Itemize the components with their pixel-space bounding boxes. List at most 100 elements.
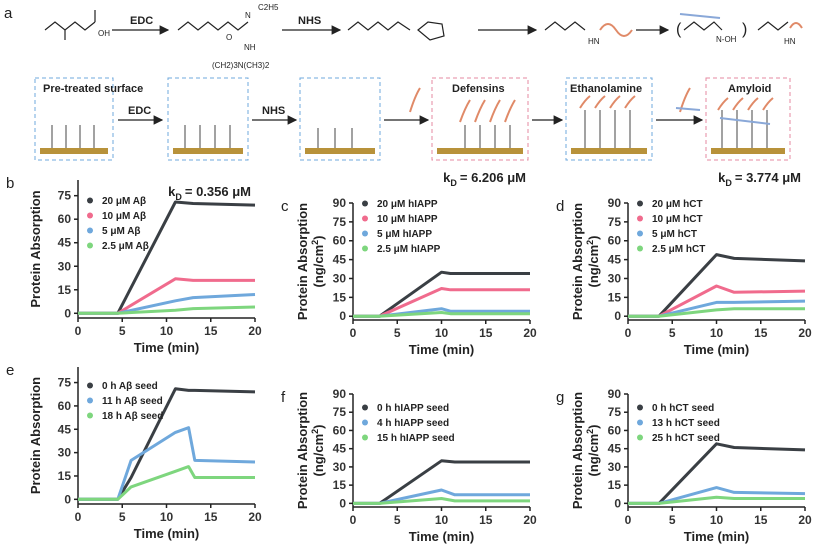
legend-marker bbox=[87, 412, 93, 419]
y-axis-unit-part: (ng/cm bbox=[311, 434, 326, 477]
x-axis-title: Time (min) bbox=[684, 529, 750, 544]
legend-marker bbox=[362, 215, 368, 222]
annotation-part: D bbox=[175, 192, 182, 202]
y-tick-label: 45 bbox=[58, 236, 72, 250]
y-tick-label: 60 bbox=[58, 212, 72, 226]
y-tick-label: 60 bbox=[58, 399, 72, 413]
x-tick-label: 0 bbox=[625, 326, 632, 340]
legend-label: 2.5 μM hIAPP bbox=[377, 244, 441, 255]
stage-box bbox=[34, 77, 114, 161]
y-tick-label: 90 bbox=[333, 387, 347, 401]
y-tick-label: 90 bbox=[608, 387, 622, 401]
y-axis-title: Protein Absorption bbox=[295, 203, 310, 320]
series-line bbox=[628, 486, 806, 505]
x-tick-label: 10 bbox=[160, 324, 174, 338]
y-tick-label: 15 bbox=[608, 290, 622, 304]
x-tick-label: 5 bbox=[394, 326, 401, 340]
y-axis-unit-part: 2 bbox=[310, 240, 320, 245]
y-axis-title: Protein Absorption bbox=[28, 190, 43, 307]
x-tick-label: 0 bbox=[350, 326, 357, 340]
y-axis-unit: (ng/cm2) bbox=[310, 236, 326, 288]
chem-label: (CH2)3N(CH3)2 bbox=[212, 61, 270, 70]
y-axis-unit: (ng/cm2) bbox=[310, 425, 326, 477]
y-axis-title: Protein Absorption bbox=[570, 203, 585, 320]
y-tick-label: 0 bbox=[339, 309, 346, 323]
legend-marker bbox=[637, 230, 643, 237]
legend-marker bbox=[87, 212, 93, 219]
annotation-part: = 6.206 μM bbox=[460, 170, 526, 185]
legend-marker bbox=[362, 404, 368, 411]
stage-box bbox=[705, 77, 791, 161]
molecule bbox=[683, 21, 723, 31]
y-tick-label: 45 bbox=[608, 442, 622, 456]
legend-marker bbox=[87, 227, 93, 234]
x-tick-label: 5 bbox=[394, 513, 401, 527]
chem-label: N bbox=[245, 11, 251, 20]
reagent: NHS bbox=[262, 105, 285, 117]
legend-label: 20 μM Aβ bbox=[102, 196, 146, 207]
y-tick-label: 90 bbox=[333, 196, 347, 210]
legend-label: 20 μM hCT bbox=[652, 199, 703, 210]
x-axis-title: Time (min) bbox=[134, 340, 200, 355]
y-tick-label: 75 bbox=[333, 215, 347, 229]
y-tick-label: 30 bbox=[333, 460, 347, 474]
legend-label: 10 μM hIAPP bbox=[377, 214, 438, 225]
y-tick-label: 30 bbox=[608, 271, 622, 285]
y-tick-label: 15 bbox=[608, 478, 622, 492]
legend-marker bbox=[637, 434, 643, 441]
y-axis-title: Protein Absorption bbox=[570, 392, 585, 509]
reagent: NHS bbox=[298, 15, 321, 27]
y-tick-label: 0 bbox=[64, 306, 71, 320]
x-tick-label: 0 bbox=[75, 510, 82, 524]
y-tick-label: 75 bbox=[608, 405, 622, 419]
y-axis-unit: (ng/cm2) bbox=[585, 236, 601, 288]
y-axis-unit-part: ) bbox=[586, 425, 601, 429]
box-title: Amyloid bbox=[728, 83, 771, 95]
y-axis-unit-part: 2 bbox=[585, 240, 595, 245]
y-axis-unit-part: ) bbox=[311, 425, 326, 429]
defensin bbox=[789, 22, 803, 29]
annotation-part: D bbox=[450, 178, 457, 188]
series-line bbox=[353, 311, 530, 318]
legend-marker bbox=[637, 404, 643, 411]
series-line bbox=[78, 465, 255, 501]
gold-surfaces bbox=[40, 148, 785, 154]
x-tick-label: 5 bbox=[119, 510, 126, 524]
x-tick-label: 20 bbox=[523, 326, 537, 340]
chem-label: N-OH bbox=[716, 35, 737, 44]
x-tick-label: 15 bbox=[204, 324, 218, 338]
annotation-part: = 3.774 μM bbox=[735, 170, 801, 185]
y-tick-label: 15 bbox=[58, 469, 72, 483]
y-tick-label: 45 bbox=[58, 422, 72, 436]
x-tick-label: 10 bbox=[160, 510, 174, 524]
stage-box bbox=[299, 77, 381, 161]
legend-label: 4 h hIAPP seed bbox=[377, 418, 449, 429]
chem-label: O bbox=[226, 33, 232, 42]
box-title: Defensins bbox=[452, 83, 505, 95]
molecule bbox=[757, 21, 789, 31]
y-axis-unit: (ng/cm2) bbox=[585, 425, 601, 477]
y-tick-label: 0 bbox=[614, 496, 621, 510]
defensin bbox=[599, 23, 633, 37]
panel-a: a OH EDC O N C2H5 NH (CH2)3N(CH3)2 NHS H… bbox=[4, 3, 803, 161]
y-tick-label: 15 bbox=[333, 290, 347, 304]
x-axis-title: Time (min) bbox=[409, 342, 475, 357]
y-tick-label: 75 bbox=[608, 215, 622, 229]
y-tick-label: 75 bbox=[333, 405, 347, 419]
defensin-icons bbox=[409, 87, 774, 123]
x-tick-label: 15 bbox=[204, 510, 218, 524]
x-tick-label: 10 bbox=[435, 513, 449, 527]
amyloid-fibril bbox=[679, 13, 721, 19]
y-axis-unit-part: 2 bbox=[310, 429, 320, 434]
legend-marker bbox=[637, 215, 643, 222]
annotation-part: k bbox=[168, 184, 176, 199]
reagent: EDC bbox=[130, 15, 153, 27]
x-axis-title: Time (min) bbox=[134, 526, 200, 541]
legend-label: 5 μM Aβ bbox=[102, 226, 141, 237]
x-tick-label: 15 bbox=[479, 513, 493, 527]
panel-label: g bbox=[556, 389, 564, 406]
legend-marker bbox=[362, 230, 368, 237]
bracket: ) bbox=[742, 21, 747, 38]
y-axis-unit-part: 2 bbox=[585, 429, 595, 434]
x-tick-label: 5 bbox=[119, 324, 126, 338]
